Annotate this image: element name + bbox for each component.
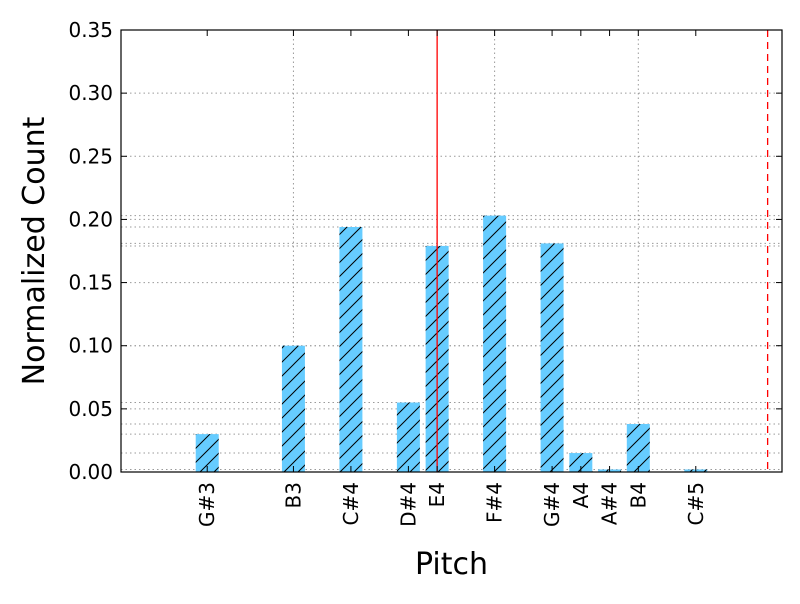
y-tick-label: 0.20: [68, 207, 113, 231]
x-tick-label: E4: [425, 482, 449, 507]
bar-B3: [281, 345, 305, 472]
x-tick-label: F#4: [483, 482, 507, 523]
y-tick-label: 0.10: [68, 334, 113, 358]
y-tick-label: 0.30: [68, 81, 113, 105]
y-axis-title: Normalized Count: [17, 116, 52, 385]
bars: [195, 215, 708, 472]
bar-hatch: [339, 227, 363, 472]
ticks: 0.00 0.05 0.10 0.15 0.20 0.25 0.30 0.35 G#3 B3 C#4…: [68, 18, 782, 527]
bar-C#4: [339, 227, 363, 472]
y-tick-label: 0.00: [68, 460, 113, 484]
x-tick-label: G#3: [195, 482, 219, 527]
bar-hatch: [626, 424, 650, 472]
y-tick-label: 0.15: [68, 271, 113, 295]
plot-frame: [120, 29, 783, 473]
bar-hatch: [195, 434, 219, 472]
x-tick-label: B4: [626, 482, 650, 508]
grid-lines: [121, 29, 782, 473]
x-tick-label: D#4: [396, 482, 420, 527]
bar-hatch: [396, 402, 420, 472]
bar-G#4: [540, 243, 564, 472]
bar-F#4: [483, 215, 507, 472]
y-tick-label: 0.25: [68, 144, 113, 168]
x-tick-label: A#4: [598, 482, 622, 525]
x-tick-label: A4: [569, 482, 593, 508]
bar-hatch: [483, 215, 507, 472]
bar-A4: [569, 453, 593, 472]
x-axis-title: Pitch: [415, 547, 488, 582]
bar-hatch: [540, 243, 564, 472]
x-tick-label: C#5: [684, 482, 708, 525]
bar-B4: [626, 424, 650, 472]
x-tick-label: C#4: [339, 482, 363, 525]
y-tick-label: 0.35: [68, 18, 113, 42]
bar-hatch: [281, 345, 305, 472]
bar-D#4: [396, 402, 420, 472]
x-tick-label: B3: [281, 482, 305, 508]
reference-lines: [436, 30, 769, 472]
bar-hatch: [569, 453, 593, 472]
y-tick-label: 0.05: [68, 397, 113, 421]
x-tick-label: G#4: [540, 482, 564, 527]
bar-G#3: [195, 434, 219, 472]
